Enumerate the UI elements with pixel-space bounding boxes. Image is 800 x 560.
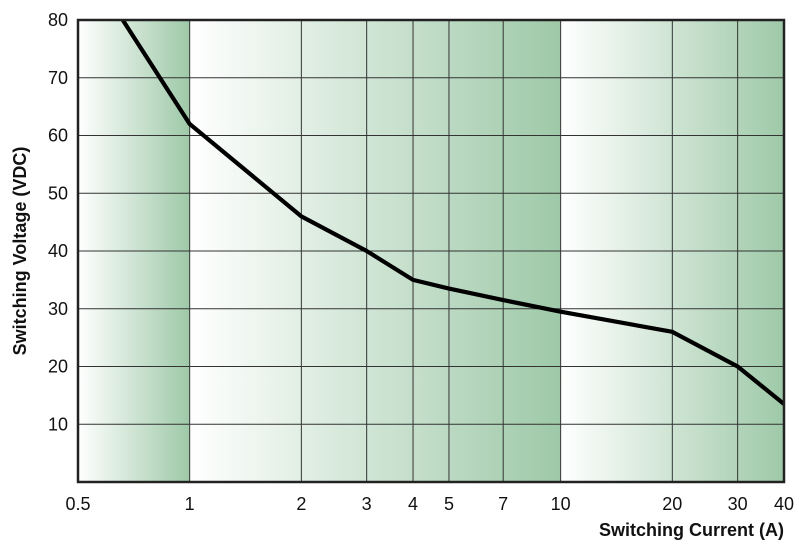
- x-tick-label: 5: [444, 494, 454, 514]
- x-tick-label: 10: [551, 494, 571, 514]
- y-tick-label: 20: [48, 357, 68, 377]
- y-tick-label: 40: [48, 241, 68, 261]
- chart-container: 0.5 1 2 3 4 5 7 10 20 30 40 10 20 30 40 50 60 70 80 Switchi…: [0, 0, 800, 560]
- x-tick-label: 0.5: [65, 494, 90, 514]
- x-tick-label: 2: [296, 494, 306, 514]
- y-tick-label: 30: [48, 299, 68, 319]
- y-tick-label: 10: [48, 414, 68, 434]
- x-tick-label: 4: [408, 494, 418, 514]
- x-tick-label: 20: [662, 494, 682, 514]
- x-axis-label: Switching Current (A): [599, 520, 784, 540]
- x-tick-label: 7: [498, 494, 508, 514]
- line-chart: 0.5 1 2 3 4 5 7 10 20 30 40 10 20 30 40 50 60 70 80 Switchi…: [0, 0, 800, 560]
- x-tick-label: 3: [362, 494, 372, 514]
- x-tick-label: 1: [185, 494, 195, 514]
- y-tick-label: 50: [48, 183, 68, 203]
- y-axis-label: Switching Voltage (VDC): [10, 147, 30, 356]
- x-tick-label: 40: [774, 494, 794, 514]
- y-tick-label: 70: [48, 68, 68, 88]
- y-tick-label: 60: [48, 126, 68, 146]
- y-tick-label: 80: [48, 10, 68, 30]
- x-tick-label: 30: [728, 494, 748, 514]
